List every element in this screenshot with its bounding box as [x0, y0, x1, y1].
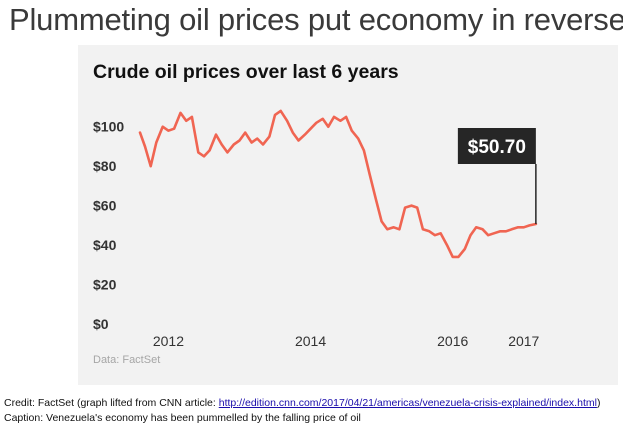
oil-price-line	[138, 109, 538, 259]
y-tick-label: $80	[93, 158, 117, 174]
callout-value-label: $50.70	[468, 137, 526, 158]
credit-line: Credit: FactSet (graph lifted from CNN a…	[4, 397, 600, 409]
headline: Plummeting oil prices put economy in rev…	[9, 2, 623, 37]
x-axis: 2012 2014 2016 2017	[153, 333, 540, 349]
credit-suffix: )	[596, 397, 601, 409]
chart-panel: Crude oil prices over last 6 years $0 $20…	[78, 45, 618, 385]
data-source-label: Data: FactSet	[93, 354, 160, 366]
y-tick-label: $0	[93, 316, 109, 332]
credit-prefix: Credit: FactSet (graph lifted from CNN a…	[4, 397, 219, 409]
caption: Caption: Venezuela's economy has been pu…	[4, 412, 361, 424]
y-tick-label: $100	[93, 119, 124, 135]
oil-price-chart: Crude oil prices over last 6 years $0 $20…	[93, 61, 540, 366]
source-link[interactable]: http://edition.cnn.com/2017/04/21/americ…	[218, 397, 597, 409]
x-tick-label: 2014	[295, 333, 326, 349]
y-tick-label: $60	[93, 198, 117, 214]
x-tick-label: 2016	[437, 333, 468, 349]
x-tick-label: 2017	[508, 333, 539, 349]
y-tick-label: $20	[93, 277, 117, 293]
x-tick-label: 2012	[153, 333, 184, 349]
y-tick-label: $40	[93, 237, 117, 253]
chart-title: Crude oil prices over last 6 years	[93, 61, 399, 83]
series-layer	[138, 109, 538, 259]
y-axis: $0 $20 $40 $60 $80 $100	[93, 119, 124, 332]
price-callout: $50.70	[457, 128, 537, 224]
callout-box	[457, 128, 536, 164]
